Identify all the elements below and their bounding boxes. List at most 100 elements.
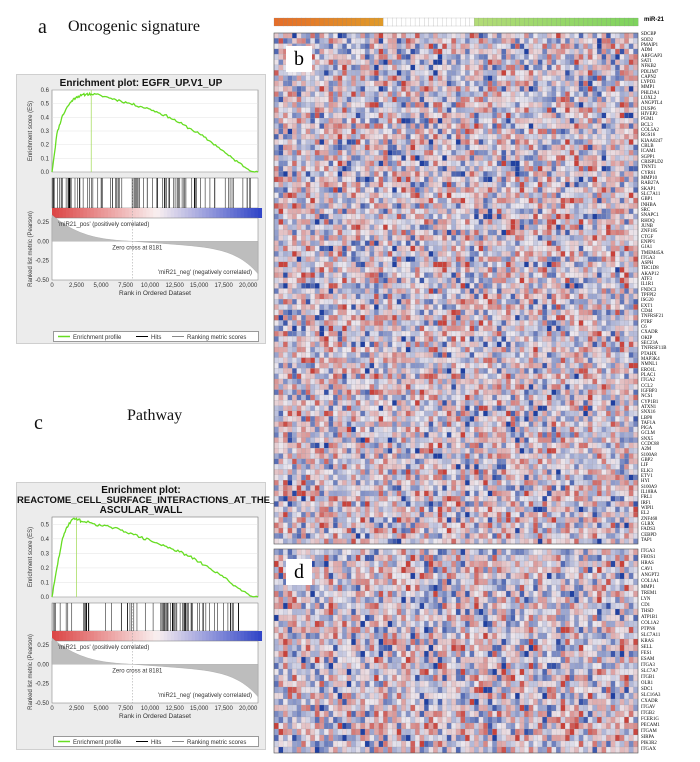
rank-gradient-segment bbox=[226, 631, 231, 641]
heatmap-cell bbox=[374, 240, 379, 246]
heatmap-cell bbox=[505, 70, 511, 76]
heatmap-cell bbox=[537, 299, 543, 305]
mir21-annotation-cell bbox=[528, 17, 534, 27]
heatmap-cell bbox=[364, 176, 370, 183]
rank-gradient-segment bbox=[83, 631, 88, 641]
heatmap-cell bbox=[287, 102, 293, 108]
heatmap-cell bbox=[323, 181, 329, 188]
heatmap-cell bbox=[369, 70, 375, 76]
heatmap-cell bbox=[451, 75, 457, 81]
heatmap-cell bbox=[587, 219, 593, 225]
heatmap-cell bbox=[515, 277, 520, 284]
heatmap-cell bbox=[524, 64, 529, 71]
heatmap-cell bbox=[428, 70, 434, 76]
heatmap-cell bbox=[496, 86, 502, 92]
heatmap-cell bbox=[596, 155, 602, 161]
heatmap-cell bbox=[283, 144, 288, 151]
heatmap-cell bbox=[374, 299, 379, 305]
heatmap-cell bbox=[528, 38, 534, 44]
heatmap-cell bbox=[273, 229, 279, 236]
heatmap-cell bbox=[519, 107, 525, 113]
heatmap-cell bbox=[433, 43, 438, 50]
heatmap-cell bbox=[401, 139, 407, 145]
heatmap-cell bbox=[483, 229, 488, 236]
heatmap-cell bbox=[346, 144, 352, 151]
heatmap-cell bbox=[328, 267, 334, 273]
heatmap-cell bbox=[414, 86, 420, 92]
heatmap-cell bbox=[610, 64, 616, 71]
heatmap-cell bbox=[333, 261, 338, 268]
heatmap-cell bbox=[442, 59, 447, 66]
mir21-annotation-cell bbox=[346, 17, 352, 27]
heatmap-cell bbox=[487, 112, 493, 119]
heatmap-cell bbox=[515, 43, 520, 50]
heatmap-cell bbox=[610, 325, 616, 332]
heatmap-cell bbox=[451, 197, 457, 204]
heatmap-cell bbox=[283, 102, 288, 108]
heatmap-cell bbox=[419, 118, 425, 124]
heatmap-cell bbox=[314, 176, 320, 183]
heatmap-cell bbox=[487, 86, 493, 92]
heatmap-cell bbox=[437, 235, 443, 241]
heatmap-cell bbox=[283, 299, 288, 305]
heatmap-cell bbox=[615, 134, 620, 140]
heatmap-cell bbox=[360, 48, 366, 55]
heatmap-cell bbox=[592, 245, 598, 252]
heatmap-cell bbox=[537, 203, 543, 209]
heatmap-cell bbox=[378, 171, 384, 177]
heatmap-cell bbox=[424, 208, 429, 215]
heatmap-cell bbox=[374, 208, 379, 215]
heatmap-cell bbox=[419, 86, 425, 92]
heatmap-cell bbox=[369, 96, 375, 103]
mir21-annotation-cell bbox=[515, 17, 521, 27]
heatmap-cell bbox=[310, 75, 316, 81]
heatmap-cell bbox=[428, 75, 434, 81]
neg-correlated-label: 'miR21_neg' (negatively correlated) bbox=[158, 270, 252, 276]
heatmap-cell bbox=[610, 315, 616, 321]
heatmap-cell bbox=[278, 107, 284, 113]
heatmap-cell bbox=[610, 304, 616, 310]
heatmap-cell bbox=[546, 208, 552, 215]
heatmap-cell bbox=[451, 283, 457, 289]
heatmap-cell bbox=[278, 38, 284, 44]
heatmap-cell bbox=[446, 299, 452, 305]
heatmap-cell bbox=[337, 288, 343, 294]
heatmap-cell bbox=[528, 139, 534, 145]
heatmap-cell bbox=[610, 229, 616, 236]
heatmap-cell bbox=[483, 299, 488, 305]
heatmap-cell bbox=[319, 224, 325, 231]
heatmap-cell bbox=[583, 139, 589, 145]
heatmap-cell bbox=[619, 315, 625, 321]
heatmap-cell bbox=[510, 59, 516, 66]
heatmap-cell bbox=[273, 38, 279, 44]
heatmap-cell bbox=[578, 288, 584, 294]
heatmap-cell bbox=[592, 240, 598, 246]
heatmap-cell bbox=[323, 112, 329, 119]
heatmap-cell bbox=[624, 235, 629, 241]
heatmap-cell bbox=[337, 155, 343, 161]
heatmap-cell bbox=[528, 171, 534, 177]
x-tick-label: 17,500 bbox=[214, 706, 233, 712]
heatmap-cell bbox=[615, 325, 620, 332]
heatmap-cell bbox=[546, 283, 552, 289]
heatmap-cell bbox=[601, 192, 607, 199]
heatmap-cell bbox=[465, 80, 470, 87]
rank-gradient-segment bbox=[247, 208, 252, 218]
heatmap-cell bbox=[301, 118, 306, 124]
heatmap-cell bbox=[542, 325, 548, 332]
x-axis-label: Rank in Ordered Dataset bbox=[119, 290, 191, 297]
heatmap-cell bbox=[369, 176, 375, 183]
heatmap-cell bbox=[551, 288, 557, 294]
heatmap-cell bbox=[592, 118, 598, 124]
heatmap-cell bbox=[442, 165, 447, 172]
heatmap-cell bbox=[305, 224, 311, 231]
heatmap-cell bbox=[574, 165, 579, 172]
metric-tick-label: -0.25 bbox=[35, 259, 49, 265]
heatmap-cell bbox=[496, 64, 502, 71]
mir21-annotation-cell bbox=[524, 17, 530, 27]
heatmap-cell bbox=[428, 187, 434, 193]
heatmap-cell bbox=[355, 315, 361, 321]
heatmap-cell bbox=[419, 240, 425, 246]
mir21-annotation-cell bbox=[469, 17, 475, 27]
heatmap-cell bbox=[624, 38, 629, 44]
